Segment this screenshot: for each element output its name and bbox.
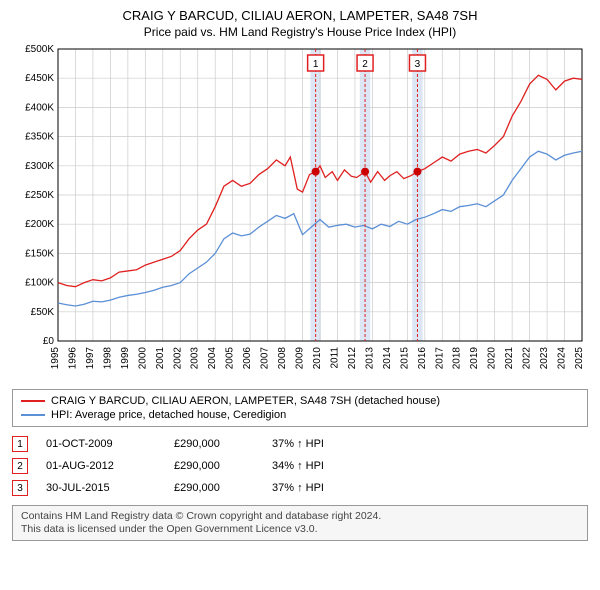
svg-text:1998: 1998 — [102, 347, 113, 370]
legend-row: HPI: Average price, detached house, Cere… — [21, 408, 579, 422]
svg-text:2011: 2011 — [329, 347, 340, 369]
svg-text:£150K: £150K — [25, 248, 54, 259]
sales-row: 2 01-AUG-2012 £290,000 34% ↑ HPI — [12, 455, 588, 477]
svg-text:£200K: £200K — [25, 219, 54, 230]
chart-title-block: CRAIG Y BARCUD, CILIAU AERON, LAMPETER, … — [12, 8, 588, 39]
sale-marker: 2 — [12, 458, 28, 474]
svg-text:2017: 2017 — [434, 347, 445, 370]
svg-text:£450K: £450K — [25, 73, 54, 84]
svg-text:£250K: £250K — [25, 190, 54, 201]
sales-table: 1 01-OCT-2009 £290,000 37% ↑ HPI 2 01-AUG-201… — [12, 433, 588, 499]
svg-text:2001: 2001 — [155, 347, 166, 370]
svg-text:1999: 1999 — [120, 347, 131, 370]
legend-box: CRAIG Y BARCUD, CILIAU AERON, LAMPETER, … — [12, 389, 588, 427]
svg-text:2006: 2006 — [242, 347, 253, 370]
svg-text:£350K: £350K — [25, 132, 54, 143]
sale-date: 30-JUL-2015 — [46, 482, 156, 494]
svg-text:£100K: £100K — [25, 278, 54, 289]
svg-text:2009: 2009 — [295, 347, 306, 370]
sale-price: £290,000 — [174, 438, 254, 450]
svg-text:£500K: £500K — [25, 44, 54, 55]
svg-text:2013: 2013 — [364, 347, 375, 370]
svg-text:2007: 2007 — [260, 347, 271, 370]
sale-price: £290,000 — [174, 482, 254, 494]
sale-pct: 37% ↑ HPI — [272, 438, 372, 450]
svg-text:1995: 1995 — [50, 347, 61, 370]
svg-text:2004: 2004 — [207, 347, 218, 370]
sale-date: 01-AUG-2012 — [46, 460, 156, 472]
svg-text:3: 3 — [415, 59, 421, 70]
svg-text:2024: 2024 — [557, 347, 568, 370]
svg-text:2002: 2002 — [172, 347, 183, 370]
footer-line-1: Contains HM Land Registry data © Crown c… — [21, 510, 579, 523]
legend-swatch — [21, 400, 45, 402]
chart-subtitle: Price paid vs. HM Land Registry's House … — [12, 25, 588, 39]
sale-marker: 1 — [12, 436, 28, 452]
svg-text:2019: 2019 — [469, 347, 480, 370]
svg-text:1: 1 — [313, 59, 319, 70]
svg-text:£0: £0 — [43, 336, 55, 347]
svg-text:2005: 2005 — [225, 347, 236, 370]
svg-text:2: 2 — [362, 59, 368, 70]
svg-text:2021: 2021 — [504, 347, 515, 370]
legend-label: CRAIG Y BARCUD, CILIAU AERON, LAMPETER, … — [51, 395, 440, 407]
sale-price: £290,000 — [174, 460, 254, 472]
svg-text:2018: 2018 — [452, 347, 463, 370]
footer-note: Contains HM Land Registry data © Crown c… — [12, 505, 588, 541]
svg-text:£50K: £50K — [31, 307, 55, 318]
sales-row: 1 01-OCT-2009 £290,000 37% ↑ HPI — [12, 433, 588, 455]
svg-text:2015: 2015 — [399, 347, 410, 370]
chart-area: £0 £50K £100K £150K £200K £250K £300K £350K £400… — [12, 43, 588, 383]
svg-text:2014: 2014 — [382, 347, 393, 370]
svg-text:2023: 2023 — [539, 347, 550, 370]
legend-row: CRAIG Y BARCUD, CILIAU AERON, LAMPETER, … — [21, 394, 579, 408]
svg-text:2025: 2025 — [574, 347, 585, 370]
svg-text:2022: 2022 — [522, 347, 533, 370]
svg-text:£400K: £400K — [25, 102, 54, 113]
svg-text:2012: 2012 — [347, 347, 358, 370]
sale-marker: 3 — [12, 480, 28, 496]
svg-text:2000: 2000 — [137, 347, 148, 370]
svg-text:2003: 2003 — [190, 347, 201, 370]
footer-line-2: This data is licensed under the Open Gov… — [21, 523, 579, 536]
sale-pct: 34% ↑ HPI — [272, 460, 372, 472]
chart-svg: £0 £50K £100K £150K £200K £250K £300K £350K £400… — [12, 43, 588, 383]
legend-swatch — [21, 414, 45, 416]
chart-title: CRAIG Y BARCUD, CILIAU AERON, LAMPETER, … — [12, 8, 588, 23]
sale-date: 01-OCT-2009 — [46, 438, 156, 450]
svg-text:1996: 1996 — [67, 347, 78, 370]
svg-text:2008: 2008 — [277, 347, 288, 370]
legend-label: HPI: Average price, detached house, Cere… — [51, 409, 286, 421]
sales-row: 3 30-JUL-2015 £290,000 37% ↑ HPI — [12, 477, 588, 499]
svg-text:2010: 2010 — [312, 347, 323, 370]
svg-text:2016: 2016 — [417, 347, 428, 370]
svg-text:£300K: £300K — [25, 161, 54, 172]
svg-text:2020: 2020 — [487, 347, 498, 370]
sale-pct: 37% ↑ HPI — [272, 482, 372, 494]
svg-text:1997: 1997 — [85, 347, 96, 370]
